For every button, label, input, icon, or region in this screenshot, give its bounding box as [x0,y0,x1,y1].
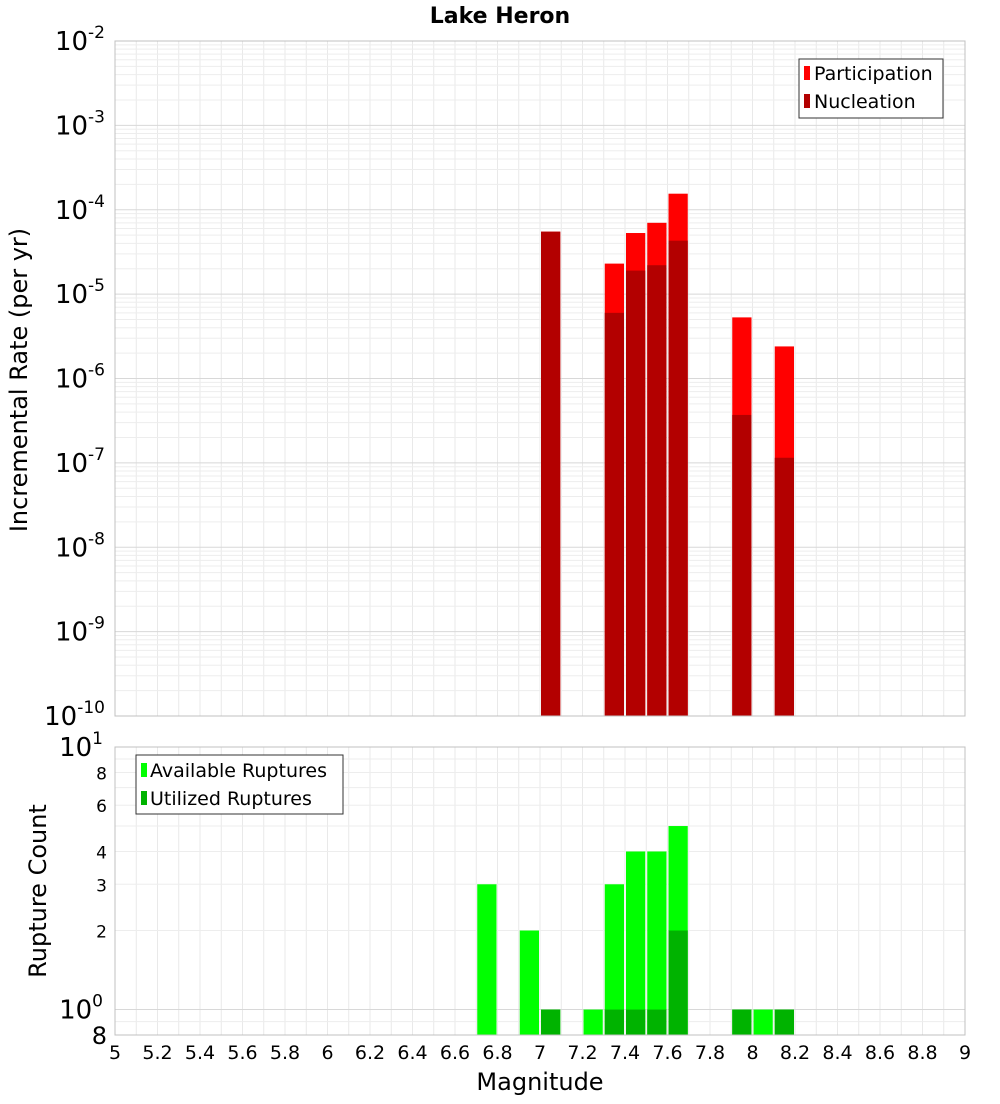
bottom-y-tick-label: 2 [96,923,107,943]
top-grid [114,41,966,717]
x-tick-label: 8.2 [780,1042,810,1064]
top-y-tick-label: 10-10 [44,698,105,732]
x-tick-label: 8.4 [822,1042,852,1064]
available-ruptures-bar [647,851,667,1035]
bottom-y-tick-label-major: 100 [59,992,103,1026]
available-ruptures-bar [519,930,539,1035]
nucleation-bar [626,270,646,716]
top-legend-label: Participation [814,63,933,85]
nucleation-bar [774,457,794,716]
bottom-y-tick-label: 8 [96,764,107,784]
available-ruptures-bar [626,851,646,1035]
bottom-legend-box [135,754,344,815]
bottom-y-tick-label: 6 [96,797,107,817]
available-ruptures-bar [477,884,497,1035]
utilized-ruptures-bar [541,1009,561,1035]
top-y-axis-label: Incremental Rate (per yr) [5,228,33,532]
top-legend-label: Nucleation [814,91,916,113]
bottom-legend-swatch [141,791,147,805]
utilized-ruptures-bar [626,1009,646,1035]
available-ruptures-bar [753,1009,773,1035]
x-tick-label: 7.4 [610,1042,640,1064]
x-tick-label: 7.8 [695,1042,725,1064]
top-y-tick-label: 10-8 [55,529,105,563]
bottom-y-tick-label: 8 [92,1022,107,1050]
top-y-tick-label: 10-5 [55,276,105,310]
top-legend-box [798,58,944,119]
top-plot-border [114,40,966,717]
available-ruptures-bar [583,1009,603,1035]
bottom-y-axis-label: Rupture Count [24,804,52,978]
top-y-tick-label: 10-2 [55,23,105,57]
utilized-ruptures-bar [732,1009,752,1035]
bottom-legend-label: Utilized Ruptures [150,788,312,810]
top-y-tick-label: 10-4 [55,192,105,226]
x-tick-label: 5 [109,1042,121,1064]
utilized-ruptures-bar [647,1009,667,1035]
top-y-tick-label: 10-6 [55,361,105,395]
x-tick-label: 7.6 [652,1042,682,1064]
top-legend-swatch [804,66,810,80]
x-tick-label: 5.8 [270,1042,300,1064]
bottom-y-tick-label: 4 [96,843,107,863]
utilized-ruptures-bar [668,930,688,1035]
x-axis-label: Magnitude [476,1068,603,1096]
nucleation-bar [647,265,667,716]
bottom-y-tick-label: 3 [96,876,107,896]
bottom-legend-swatch [141,763,147,777]
x-tick-label: 8 [746,1042,758,1064]
x-tick-label: 6 [321,1042,333,1064]
top-bars [541,193,794,717]
x-tick-label: 5.6 [227,1042,257,1064]
x-tick-label: 6.2 [355,1042,385,1064]
nucleation-bar [732,414,752,716]
utilized-ruptures-bar [604,1009,624,1035]
top-y-tick-label: 10-3 [55,107,105,141]
x-tick-label: 6.8 [482,1042,512,1064]
top-y-tick-label: 10-7 [55,445,105,479]
x-tick-label: 5.2 [142,1042,172,1064]
x-tick-label: 8.6 [865,1042,895,1064]
x-tick-label: 6.4 [397,1042,427,1064]
bottom-plot-border [114,746,966,1036]
nucleation-bar [668,240,688,717]
nucleation-bar [604,312,624,716]
x-tick-label: 8.8 [907,1042,937,1064]
x-tick-label: 7.2 [567,1042,597,1064]
nucleation-bar [541,231,561,716]
utilized-ruptures-bar [774,1009,794,1035]
chart-title: Lake Heron [430,4,570,29]
x-tick-label: 9 [959,1042,971,1064]
bottom-legend-label: Available Ruptures [150,760,327,782]
x-tick-label: 5.4 [185,1042,215,1064]
bottom-y-tick-label-major: 101 [59,729,103,763]
top-legend-swatch [804,94,810,108]
top-y-tick-label: 10-9 [55,614,105,648]
x-tick-label: 7 [534,1042,546,1064]
available-ruptures-bar [604,884,624,1035]
x-tick-label: 6.6 [440,1042,470,1064]
bottom-bars [477,826,794,1035]
